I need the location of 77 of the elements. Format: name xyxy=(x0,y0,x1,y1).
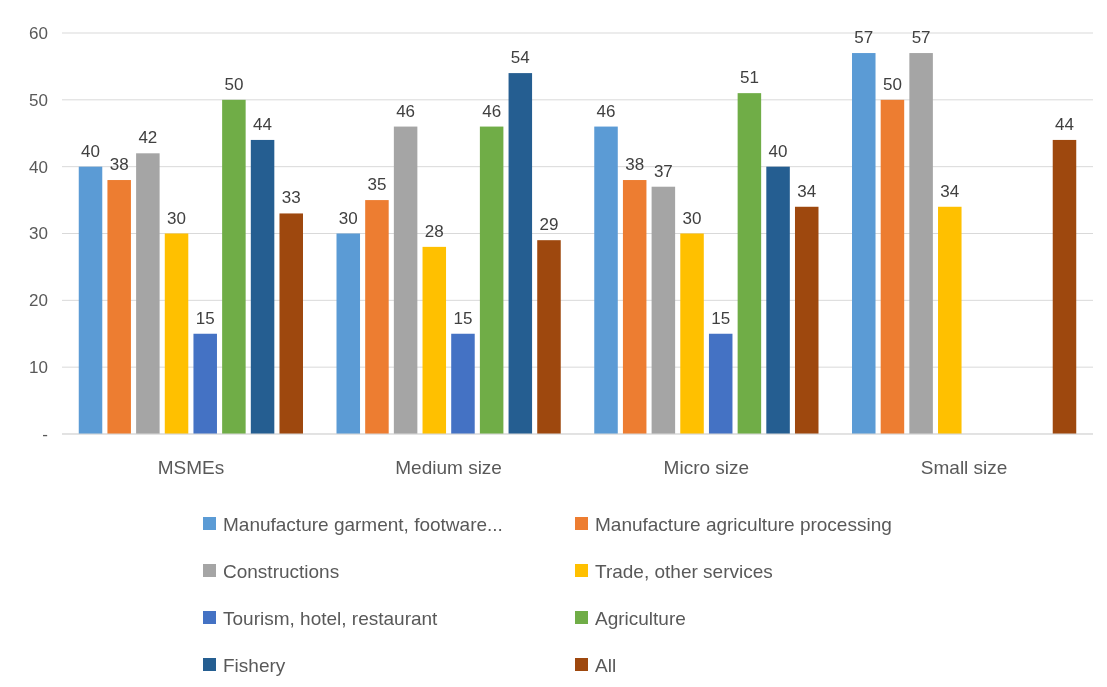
bar xyxy=(852,53,876,434)
data-label: 29 xyxy=(539,215,559,235)
data-label: 34 xyxy=(797,181,817,201)
data-label: 50 xyxy=(224,74,244,94)
data-label: 51 xyxy=(739,68,759,88)
legend-label: Fishery xyxy=(223,654,286,676)
bar xyxy=(594,126,618,434)
y-tick-label: 40 xyxy=(29,157,48,177)
data-label: 30 xyxy=(682,208,702,228)
data-label: 46 xyxy=(396,101,416,121)
bar xyxy=(422,246,447,434)
bar xyxy=(222,99,246,434)
bar xyxy=(909,53,933,434)
bar xyxy=(107,180,131,434)
bar xyxy=(508,73,533,434)
bar xyxy=(680,233,704,434)
bar xyxy=(737,93,762,434)
x-tick-label: Medium size xyxy=(395,457,502,478)
data-label: 38 xyxy=(625,155,645,175)
bar xyxy=(193,333,217,434)
data-label: 35 xyxy=(367,175,387,195)
legend-label: Tourism, hotel, restaurant xyxy=(223,607,439,629)
legend-label: Manufacture garment, footware... xyxy=(223,513,503,535)
data-label: 15 xyxy=(711,308,731,328)
bar xyxy=(479,126,504,434)
data-label: 30 xyxy=(167,208,186,228)
data-label: 40 xyxy=(768,141,788,161)
x-tick-label: Small size xyxy=(920,457,1008,478)
data-label: 40 xyxy=(81,141,100,161)
data-label: 15 xyxy=(453,308,473,328)
data-label: 30 xyxy=(338,208,358,228)
bar xyxy=(250,139,275,434)
x-tick-label: MSMEs xyxy=(157,457,225,478)
data-label: 57 xyxy=(854,28,874,48)
bar xyxy=(708,333,733,434)
bar xyxy=(279,213,303,434)
data-label: 50 xyxy=(882,74,902,94)
bar xyxy=(365,200,389,434)
x-tick-label: Micro size xyxy=(663,457,750,478)
y-tick-label: 50 xyxy=(29,90,48,110)
data-label: 28 xyxy=(424,221,444,241)
bar xyxy=(537,240,561,434)
data-label: 37 xyxy=(653,161,673,181)
bar xyxy=(78,166,103,434)
legend-label: Constructions xyxy=(223,560,340,582)
data-label: 42 xyxy=(138,128,158,148)
bar xyxy=(766,166,790,434)
y-tick-label: 10 xyxy=(29,358,48,378)
data-label: 46 xyxy=(482,101,502,121)
legend-label: Trade, other services xyxy=(595,560,773,582)
bar xyxy=(164,233,189,434)
data-label: 33 xyxy=(281,188,301,208)
data-label: 34 xyxy=(940,181,960,201)
bar xyxy=(451,333,475,434)
bar xyxy=(622,180,647,434)
bar xyxy=(794,206,819,434)
data-label: 44 xyxy=(253,114,273,134)
bar xyxy=(938,206,962,434)
data-label: 57 xyxy=(911,28,931,48)
y-tick-label: 20 xyxy=(29,291,48,311)
data-label: 38 xyxy=(109,155,129,175)
y-tick-label: 60 xyxy=(29,23,48,43)
bar xyxy=(393,126,418,434)
bar xyxy=(336,233,361,434)
bar xyxy=(880,99,905,434)
legend-label: Agriculture xyxy=(595,607,686,629)
data-label: 46 xyxy=(596,101,616,121)
data-label: 54 xyxy=(510,48,530,68)
bar xyxy=(1052,139,1077,434)
data-label: 15 xyxy=(195,308,215,328)
legend-label: Manufacture agriculture processing xyxy=(595,513,892,535)
y-tick-label: 30 xyxy=(29,224,48,244)
data-label: 44 xyxy=(1055,114,1074,134)
bar xyxy=(651,186,676,434)
y-tick-label: - xyxy=(42,424,48,444)
bar xyxy=(136,153,160,434)
legend-label: All xyxy=(595,654,617,676)
